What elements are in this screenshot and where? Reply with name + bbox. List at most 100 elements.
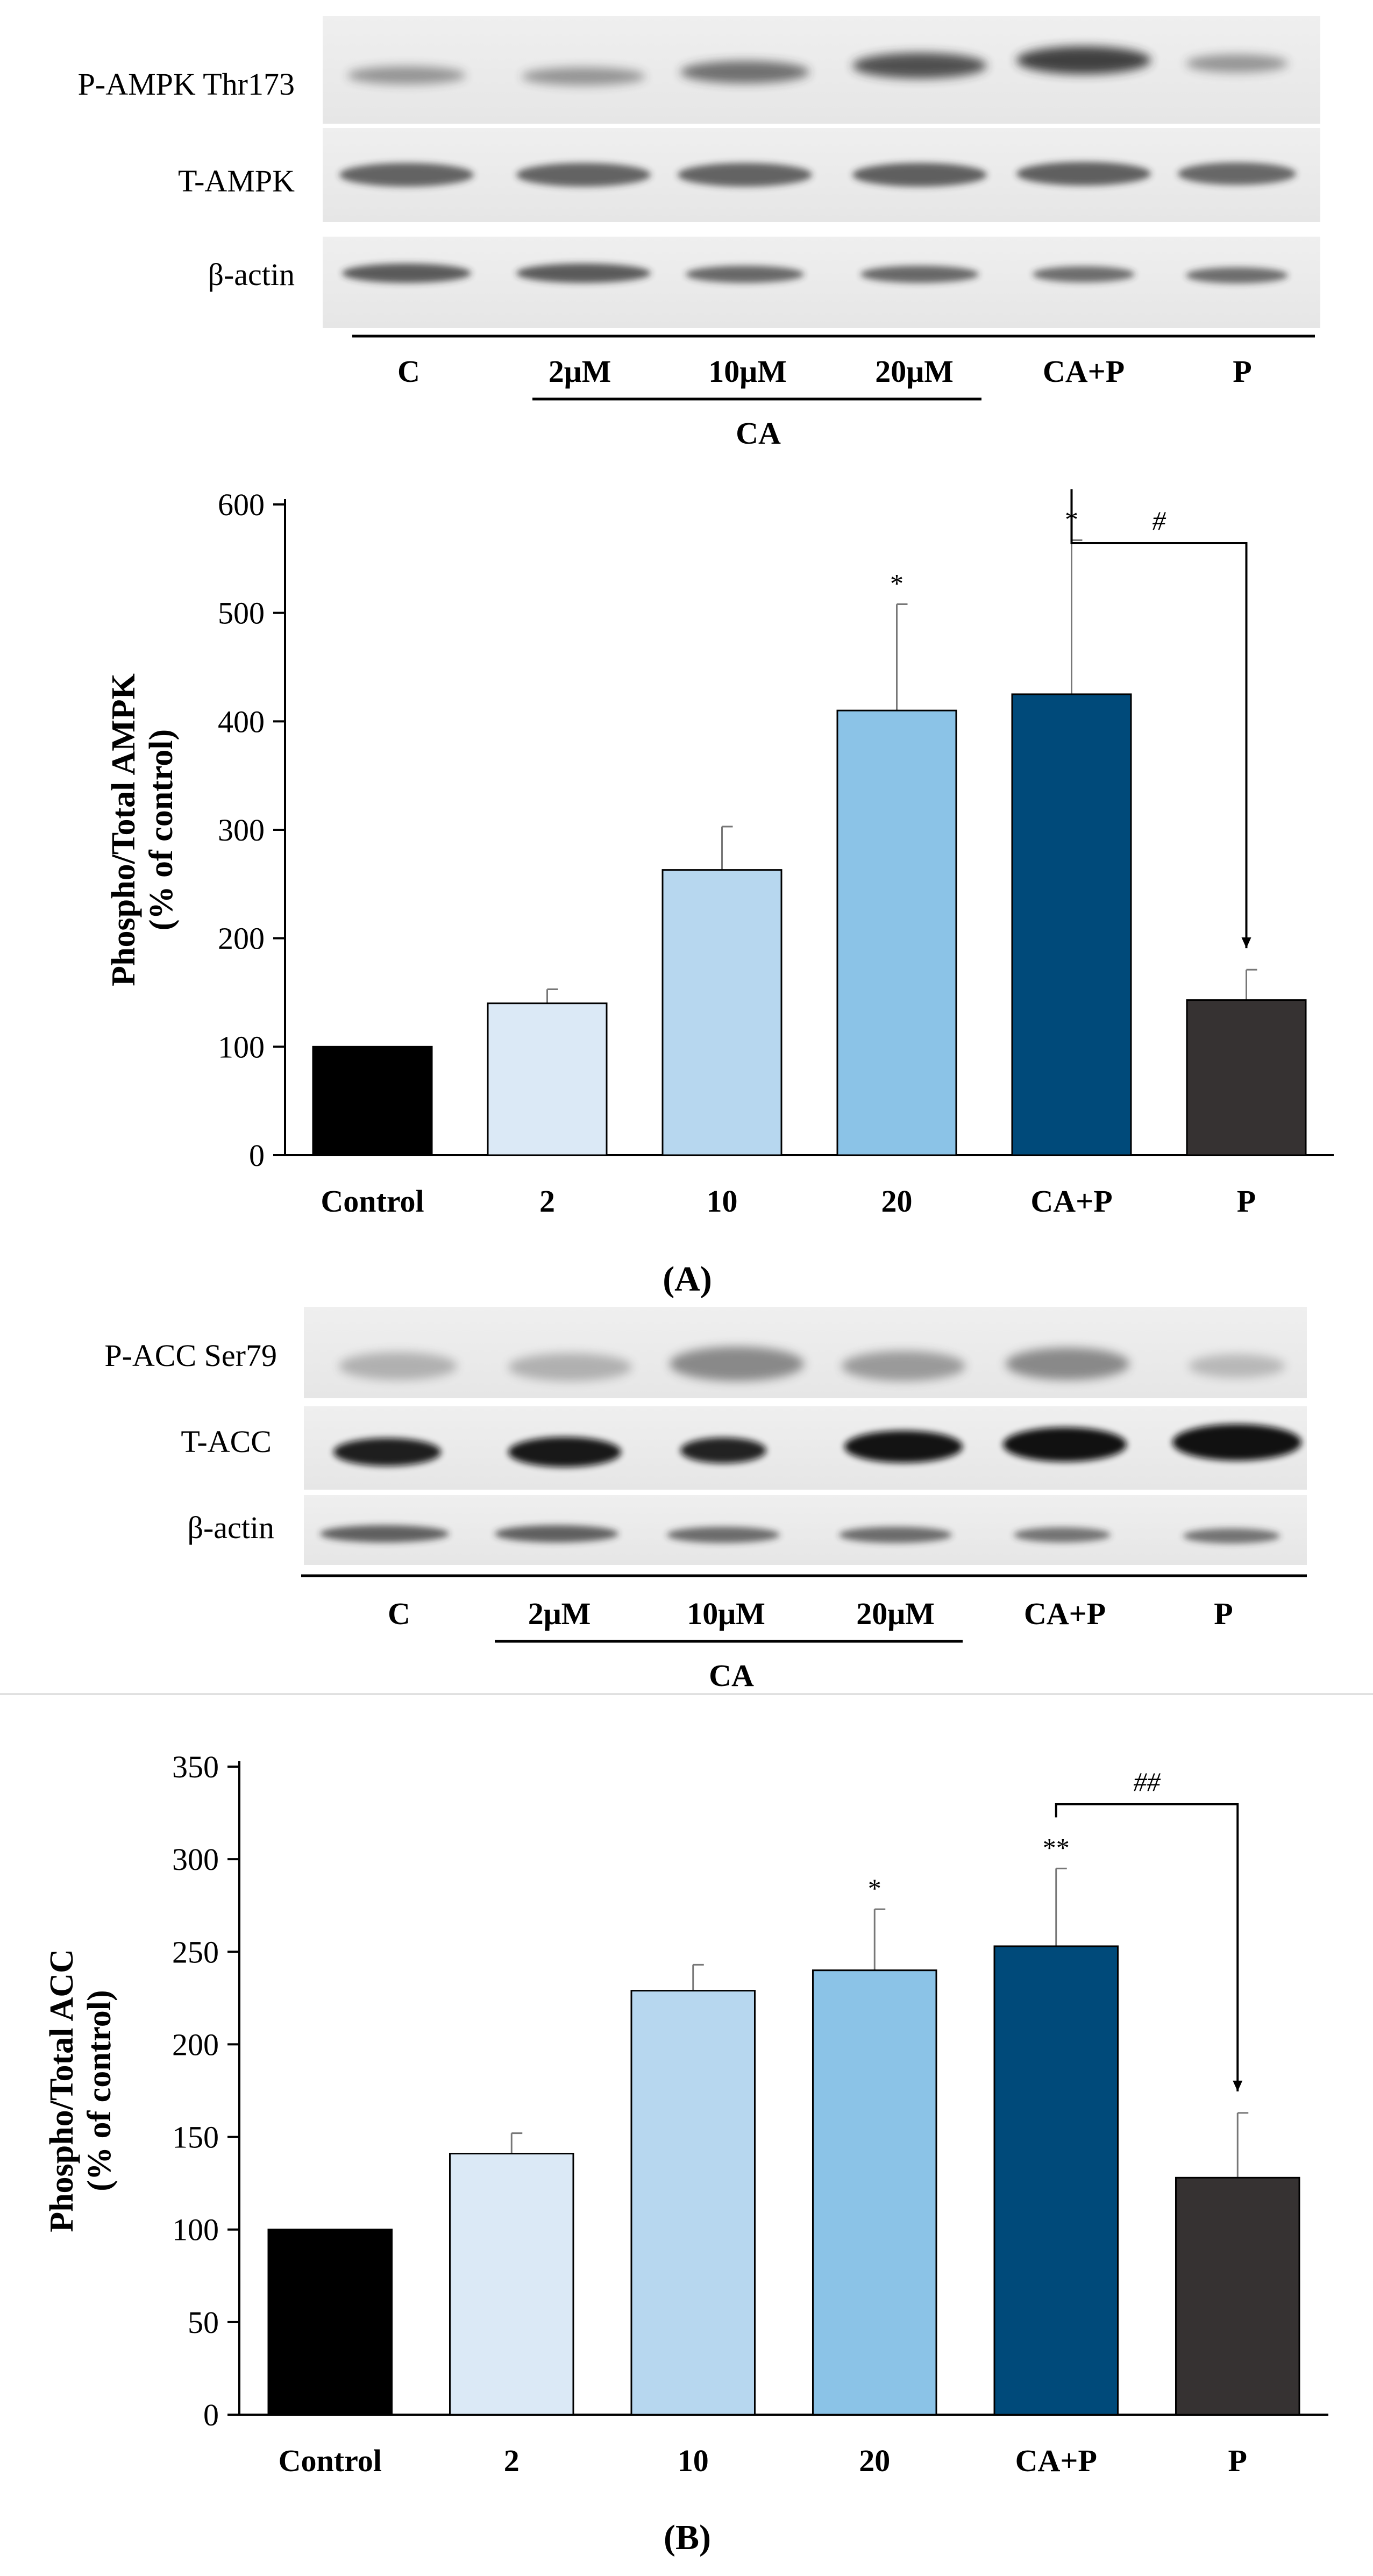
blot-a-strip-2	[323, 128, 1320, 222]
blot-b-lane-2: 2μM	[528, 1596, 591, 1631]
band	[516, 163, 651, 187]
blot-b-group-label: CA	[709, 1658, 754, 1693]
blot-a-row-label-1: P-AMPK Thr173	[78, 67, 295, 102]
band	[844, 1431, 963, 1463]
y-tick-label: 0	[249, 1138, 265, 1173]
band	[342, 264, 471, 283]
bar-10	[661, 869, 782, 1156]
significance-mark: *	[868, 1873, 881, 1903]
band	[1183, 1528, 1280, 1543]
band	[333, 1438, 441, 1466]
x-tick-label: Control	[279, 2443, 382, 2478]
band	[1014, 1527, 1111, 1542]
blot-b-lane-5: CA+P	[1024, 1596, 1106, 1631]
blot-b-bands-2	[333, 1424, 1301, 1467]
band	[670, 1347, 804, 1381]
band	[339, 1352, 457, 1380]
panel-b-label: (B)	[664, 2518, 711, 2557]
band	[522, 67, 645, 86]
blot-b-row-label-3: β-actin	[187, 1510, 274, 1545]
blot-a-lane-1: C	[397, 354, 420, 389]
bracket-label: #	[1153, 506, 1166, 536]
panel-a-label: (A)	[663, 1259, 712, 1299]
band	[1186, 267, 1288, 283]
band	[1016, 162, 1151, 186]
significance-bracket	[1070, 489, 1248, 949]
band	[1172, 1424, 1301, 1461]
x-tick-label: Control	[321, 1184, 424, 1219]
blot-b-lane-3: 10μM	[687, 1596, 765, 1631]
x-tick-label: CA+P	[1015, 2443, 1097, 2478]
band	[839, 1527, 952, 1543]
chart-b: 0 50 100 150 200 250 300 350 Phospho/Total ACC (%…	[44, 1749, 1328, 2478]
band	[339, 163, 474, 187]
blot-a-strip-1	[323, 16, 1320, 124]
blot-b-row-label-2: T-ACC	[181, 1424, 272, 1459]
blot-a-row-label-3: β-actin	[208, 257, 295, 292]
bar-p	[1186, 999, 1307, 1156]
y-tick-label: 400	[218, 704, 265, 739]
blot-b-strip-2	[304, 1406, 1307, 1490]
band	[1003, 1427, 1127, 1462]
bar-control	[267, 2229, 393, 2416]
panel-a-blot: P-AMPK Thr173 T-AMPK β-actin	[78, 16, 1320, 451]
x-tick-label: 10	[678, 2443, 709, 2478]
y-tick-label: 250	[172, 1934, 219, 1969]
x-tick-label: 20	[859, 2443, 890, 2478]
blot-a-bands-3	[342, 264, 1288, 283]
blot-a-row-label-2: T-AMPK	[178, 163, 295, 198]
band	[347, 66, 466, 84]
blot-a-lane-4: 20μM	[875, 354, 954, 389]
bar-p	[1175, 2176, 1300, 2416]
blot-b-strip-1	[304, 1307, 1307, 1398]
y-tick-label: 0	[203, 2397, 219, 2432]
bar-20	[812, 1969, 937, 2416]
y-tick-label: 350	[172, 1749, 219, 1784]
significance-mark: **	[1043, 1832, 1070, 1862]
x-tick-label: 2	[539, 1184, 555, 1219]
blot-a-bands-2	[339, 162, 1296, 187]
blot-b-bands-3	[320, 1525, 1280, 1543]
band	[508, 1437, 621, 1467]
y-tick-label: 200	[172, 2027, 219, 2062]
chart-a: 0 100 200 300 400 500 600 Phospho/Total AMPK (% …	[105, 487, 1334, 1219]
blot-a-bands-1	[347, 46, 1288, 86]
band	[852, 163, 987, 187]
blot-b-row-label-1: P-ACC Ser79	[104, 1338, 277, 1373]
band	[860, 266, 979, 283]
panel-b-blot: P-ACC Ser79 T-ACC β-actin	[104, 1307, 1307, 1693]
y-tick-label: 500	[218, 596, 265, 631]
x-tick-label: 10	[707, 1184, 738, 1219]
bar-ca-p	[993, 1945, 1119, 2416]
y-tick-label: 600	[218, 487, 265, 522]
band	[495, 1525, 618, 1542]
blot-a-lane-2: 2μM	[549, 354, 611, 389]
band	[1006, 1348, 1129, 1380]
y-axis-label-units: (% of control)	[81, 1990, 118, 2191]
band	[1178, 162, 1296, 185]
bracket-arrowhead	[1241, 937, 1251, 949]
band	[320, 1525, 449, 1542]
y-tick-label: 300	[172, 1842, 219, 1877]
blot-b-strip-3	[304, 1495, 1307, 1565]
band	[1016, 46, 1151, 74]
x-tick-label: 20	[881, 1184, 913, 1219]
bar-ca-p	[1011, 693, 1132, 1156]
y-axis-label-units: (% of control)	[143, 729, 180, 930]
blot-b-lane-4: 20μM	[856, 1596, 935, 1631]
blot-a-lane-5: CA+P	[1043, 354, 1125, 389]
x-tick-label: P	[1237, 1184, 1256, 1219]
band	[667, 1527, 780, 1543]
band	[680, 61, 809, 83]
band	[508, 1353, 632, 1381]
y-axis-label: Phospho/Total ACC	[44, 1949, 80, 2232]
y-tick-label: 100	[172, 2212, 219, 2247]
x-tick-label: P	[1228, 2443, 1247, 2478]
blot-b-bands-1	[339, 1347, 1285, 1381]
significance-mark: *	[890, 568, 904, 599]
bracket-label: ##	[1134, 1767, 1161, 1797]
y-axis-label: Phospho/Total AMPK	[105, 673, 142, 986]
bar-10	[630, 1990, 756, 2416]
y-tick-label: 100	[218, 1029, 265, 1064]
